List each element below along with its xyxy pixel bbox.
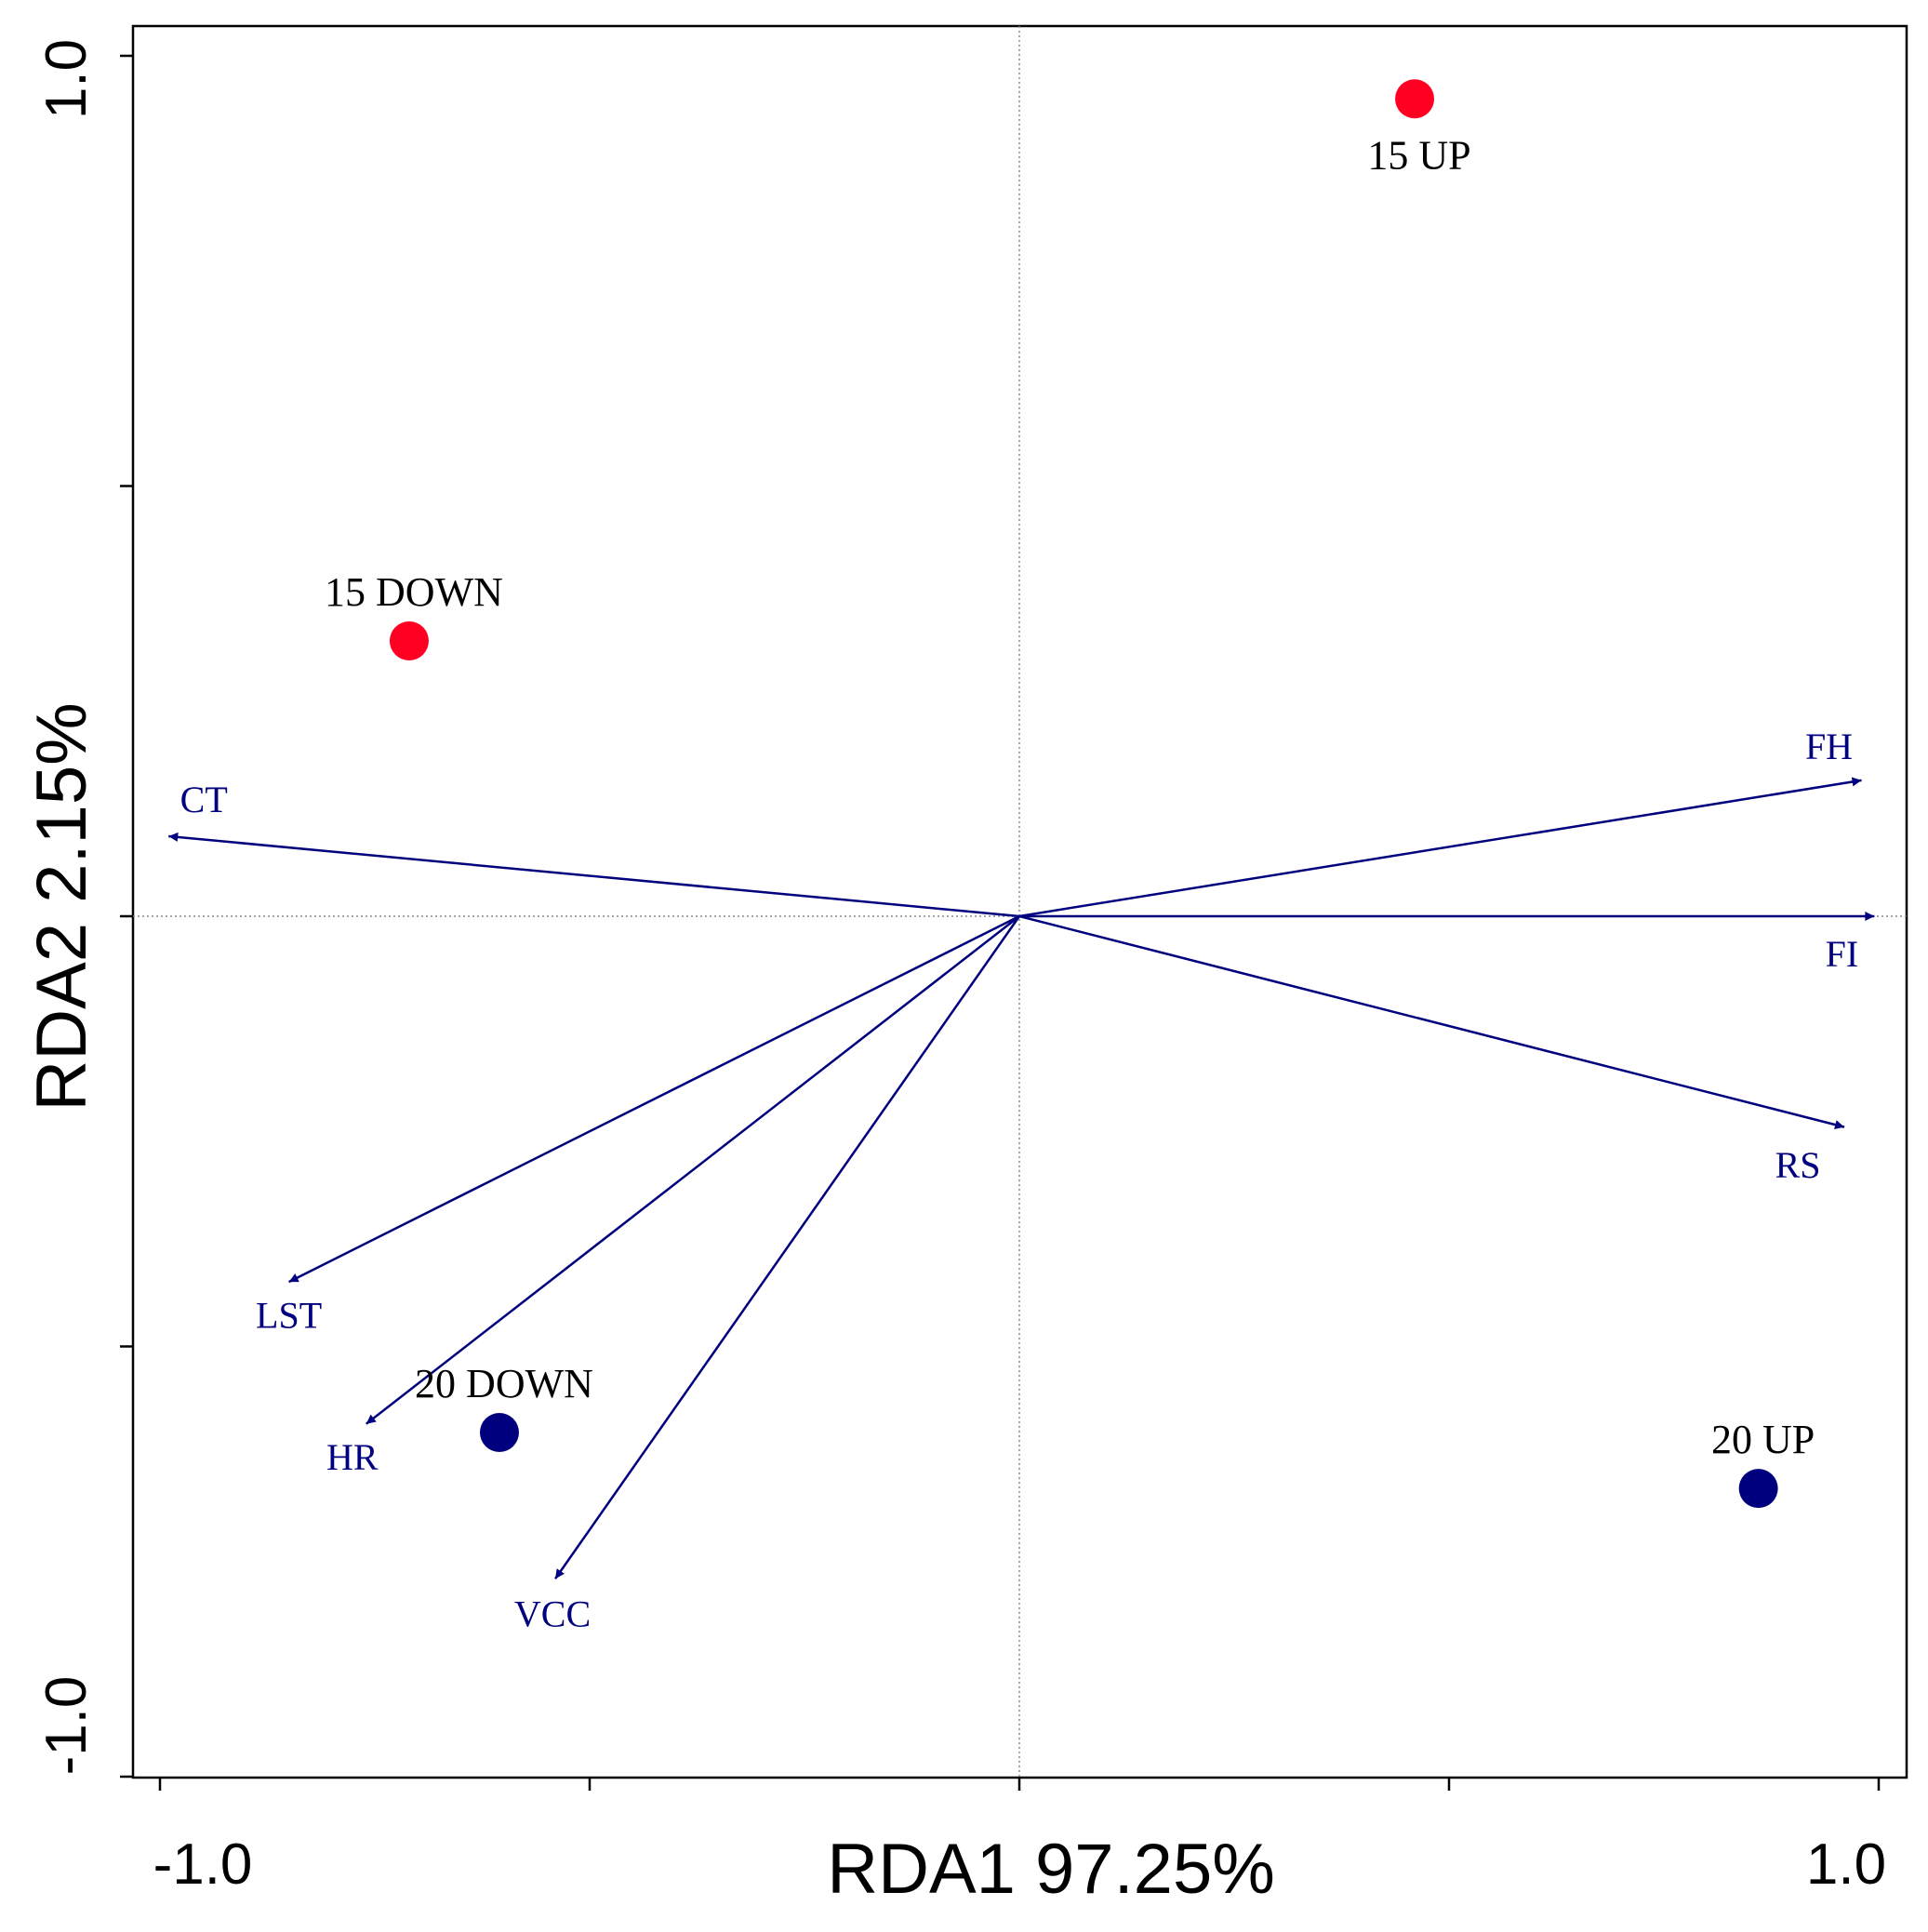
sample-point-15-up	[1395, 79, 1435, 119]
vector-arrow-lst	[288, 914, 1020, 1284]
sample-label-15-down: 15 DOWN	[325, 569, 503, 615]
vector-arrow-ct	[168, 832, 1020, 918]
vector-label-fi: FI	[1826, 933, 1859, 975]
sample-point-20-down	[479, 1413, 519, 1452]
vector-label-fh: FH	[1805, 726, 1853, 767]
vector-arrow-fh	[1018, 777, 1862, 918]
x-tick-label-left: -1.0	[153, 1832, 253, 1897]
vector-label-rs: RS	[1775, 1144, 1821, 1186]
y-axis-title: RDA2 2.15%	[22, 702, 101, 1111]
vector-arrow-rs	[1018, 914, 1845, 1129]
vector-arrow-vcc	[554, 915, 1021, 1579]
vector-arrow-hr	[365, 915, 1020, 1425]
x-tick-label-right: 1.0	[1806, 1832, 1886, 1897]
vector-label-ct: CT	[180, 779, 228, 820]
sample-point-20-up	[1738, 1469, 1778, 1509]
sample-label-20-up: 20 UP	[1711, 1417, 1815, 1462]
x-axis-title: RDA1 97.25%	[827, 1830, 1275, 1909]
sample-label-15-up: 15 UP	[1367, 132, 1470, 178]
vector-label-hr: HR	[326, 1436, 379, 1478]
sample-label-20-down: 20 DOWN	[415, 1361, 593, 1406]
vector-label-lst: LST	[256, 1294, 322, 1336]
sample-point-15-down	[389, 621, 429, 660]
y-tick-label-top: 1.0	[34, 39, 99, 119]
y-tick-label-bottom: -1.0	[34, 1676, 99, 1776]
vector-label-vcc: VCC	[514, 1592, 591, 1634]
